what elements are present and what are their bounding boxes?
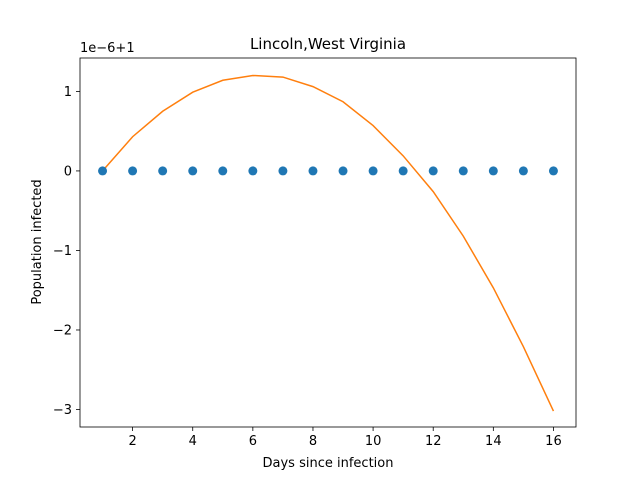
scatter-point xyxy=(368,166,378,176)
scatter-point xyxy=(248,166,258,176)
y-axis-label: Population infected xyxy=(30,179,45,304)
x-tick-label: 16 xyxy=(545,434,562,449)
x-tick-label: 8 xyxy=(309,434,317,449)
y-tick-label: −3 xyxy=(53,403,72,418)
y-tick-label: −2 xyxy=(53,323,72,338)
scatter-point xyxy=(158,166,168,176)
y-tick-label: −1 xyxy=(53,244,72,259)
x-tick-label: 12 xyxy=(425,434,442,449)
y-tick-label: 0 xyxy=(64,164,72,179)
scatter-point xyxy=(428,166,438,176)
scatter-point xyxy=(548,166,558,176)
scatter-point xyxy=(308,166,318,176)
scatter-point xyxy=(488,166,498,176)
series-line xyxy=(101,74,555,412)
scatter-point xyxy=(398,166,408,176)
chart-title: Lincoln,West Virginia xyxy=(250,35,406,53)
scatter-point xyxy=(338,166,348,176)
scatter-point xyxy=(128,166,138,176)
scatter-point xyxy=(218,166,228,176)
y-axis-offset-label: 1e−6+1 xyxy=(80,41,135,56)
scatter-point xyxy=(98,166,108,176)
x-tick-label: 10 xyxy=(365,434,382,449)
x-axis-label: Days since infection xyxy=(263,456,394,471)
y-tick-label: 1 xyxy=(64,85,72,100)
x-tick-label: 2 xyxy=(128,434,136,449)
x-tick-label: 4 xyxy=(189,434,197,449)
scatter-point xyxy=(518,166,528,176)
scatter-point xyxy=(188,166,198,176)
x-tick-label: 6 xyxy=(249,434,257,449)
axes-frame xyxy=(79,57,577,428)
scatter-point xyxy=(278,166,288,176)
x-tick-label: 14 xyxy=(485,434,502,449)
scatter-point xyxy=(458,166,468,176)
